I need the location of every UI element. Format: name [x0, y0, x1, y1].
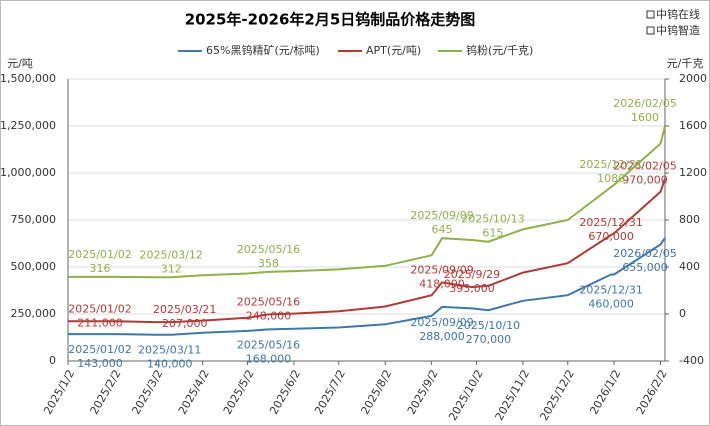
y-tick-label: 1,250,000 — [0, 119, 56, 132]
annotation-value: 460,000 — [588, 298, 634, 311]
annotation-date: 2026/02/05 — [613, 160, 676, 173]
annotation-value: 645 — [432, 223, 453, 236]
annotation-value: 168,000 — [246, 352, 292, 365]
annotation-value: 670,000 — [588, 230, 634, 243]
annotation-value: 316 — [90, 262, 111, 275]
y2-tick-label: 2000 — [679, 72, 707, 85]
annotation-value: 615 — [482, 227, 503, 240]
y-tick-label: 750,000 — [11, 213, 57, 226]
annotation-date: 2025/10/13 — [461, 213, 524, 226]
series-line — [68, 178, 666, 324]
annotation-value: 248,000 — [246, 309, 292, 322]
annotation-date: 2025/03/11 — [138, 344, 201, 357]
annotation-date: 2025/10/10 — [457, 319, 520, 332]
y-tick-label: 0 — [49, 354, 56, 367]
legend-label: APT(元/吨) — [366, 44, 421, 57]
y-tick-label: 250,000 — [11, 307, 57, 320]
annotation-date: 2025/9/29 — [444, 268, 500, 281]
annotation-date: 2025/12/31 — [579, 284, 642, 297]
annotation-date: 2026/02/05 — [613, 97, 676, 110]
y2-tick-label: 1600 — [679, 119, 707, 132]
y-tick-label: 500,000 — [11, 260, 57, 273]
y2-tick-label: 800 — [679, 213, 700, 226]
series-line — [68, 125, 666, 279]
annotation-value: 655,000 — [622, 261, 668, 274]
y2-tick-label: 1200 — [679, 166, 707, 179]
annotation-date: 2025/05/16 — [237, 243, 300, 256]
annotation-value: 207,000 — [162, 317, 208, 330]
annotation-value: 970,000 — [622, 174, 668, 187]
annotation-value: 1600 — [631, 111, 659, 124]
annotation-date: 2025/01/02 — [68, 343, 131, 356]
annotation-value: 140,000 — [147, 358, 193, 371]
annotation-date: 2025/01/02 — [68, 248, 131, 261]
y-tick-label: 1,500,000 — [0, 72, 56, 85]
annotation-date: 2025/12/31 — [579, 216, 642, 229]
annotation-date: 2026/02/05 — [613, 247, 676, 260]
legend-label: 钨粉(元/千克) — [466, 44, 533, 57]
annotation-date: 2025/05/16 — [237, 295, 300, 308]
chart-title: 2025年-2026年2月5日钨制品价格走势图 — [185, 11, 476, 29]
annotation-value: 143,000 — [77, 357, 123, 370]
annotation-date: 2025/05/16 — [237, 338, 300, 351]
logo-box — [646, 26, 655, 35]
annotation-value: 270,000 — [466, 333, 512, 346]
annotation-date: 2025/03/12 — [140, 248, 203, 261]
legend-label: 65%黑钨精矿(元/标吨) — [206, 43, 320, 57]
y2-tick-label: 400 — [679, 260, 700, 273]
y2-axis-label: 元/千克 — [667, 57, 704, 70]
annotation-value: 1080 — [597, 172, 625, 185]
annotation-value: 288,000 — [419, 330, 465, 343]
y2-tick-label: 0 — [679, 307, 686, 320]
y-tick-label: 1,000,000 — [0, 166, 56, 179]
series-line — [68, 237, 666, 336]
logo-text: 中钨智造 — [656, 23, 700, 37]
logo-text: 中钨在线 — [656, 7, 700, 21]
annotation-date: 2025/09/09 — [410, 209, 473, 222]
annotation-value: 211,000 — [77, 316, 123, 329]
annotation-value: 418,000 — [419, 277, 465, 290]
y2-tick-label: -400 — [679, 354, 704, 367]
annotation-value: 358 — [258, 257, 279, 270]
annotation-date: 2025/12/31 — [579, 158, 642, 171]
annotation-value: 393,000 — [449, 282, 495, 295]
annotation-date: 2025/09/09 — [410, 316, 473, 329]
y-axis-label: 元/吨 — [7, 57, 33, 70]
annotation-date: 2025/01/02 — [68, 302, 131, 315]
annotation-date: 2025/09/09 — [410, 263, 473, 276]
annotation-value: 312 — [161, 262, 182, 275]
logo-box — [646, 10, 655, 19]
annotation-date: 2025/03/21 — [153, 303, 216, 316]
